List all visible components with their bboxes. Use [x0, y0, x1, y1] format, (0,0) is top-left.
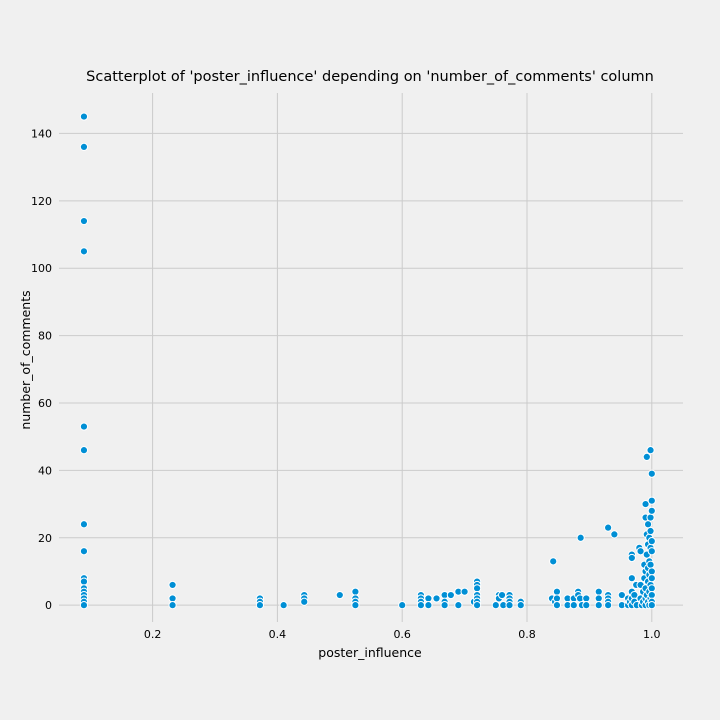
y-tick-label: 20 [38, 532, 52, 545]
y-tick-label: 120 [31, 195, 52, 208]
scatter-point [604, 601, 613, 610]
scatter-point [647, 567, 656, 576]
scatter-point [398, 601, 407, 610]
scatter-point [643, 520, 653, 529]
scatter-point [79, 422, 89, 431]
scatter-point [576, 533, 585, 542]
scatter-point [79, 112, 89, 121]
y-axis-label: number_of_comments [18, 290, 33, 429]
y-tick-label: 60 [38, 397, 52, 410]
scatter-point [472, 601, 482, 610]
scatter-point [647, 601, 656, 610]
scatter-point [351, 601, 360, 610]
scatter-point [79, 577, 89, 586]
scatter-point [416, 601, 426, 610]
y-tick-label: 140 [31, 127, 52, 140]
scatter-point [491, 601, 500, 610]
scatter-point [460, 587, 469, 596]
scatter-point [647, 506, 656, 515]
scatter-point [300, 597, 309, 606]
scatter-point [646, 560, 655, 569]
scatter-point [168, 601, 177, 610]
x-axis-label: poster_influence [318, 645, 422, 660]
x-tick-label: 1.0 [643, 628, 661, 641]
scatter-point [646, 513, 655, 522]
scatter-point [432, 594, 441, 603]
scatter-point [604, 523, 613, 532]
x-tick-label: 0.8 [518, 628, 536, 641]
ticks-layer: 0.2 0.4 0.6 0.8 1.0 0 20 40 60 80 100 120 140 [31, 127, 661, 641]
scatter-point [582, 594, 591, 603]
scatter-point [79, 446, 89, 455]
scatter-point [610, 530, 619, 539]
scatter-point [505, 601, 514, 610]
scatter-point [582, 601, 591, 610]
scatter-point [642, 452, 651, 461]
scatter-point [647, 590, 656, 600]
scatter-point [424, 594, 433, 603]
grid-layer [59, 93, 683, 622]
x-tick-label: 0.6 [393, 628, 411, 641]
points-layer [79, 112, 656, 610]
scatter-point [641, 499, 650, 509]
chart-title: Scatterplot of 'poster_influence' depend… [86, 69, 654, 85]
scatter-point [627, 553, 636, 563]
scatter-point [424, 601, 433, 610]
scatter-point [516, 601, 525, 610]
scatter-point [647, 496, 656, 505]
y-tick-label: 100 [31, 262, 52, 275]
scatter-point [594, 587, 603, 596]
scatter-point [646, 526, 655, 536]
scatter-point [279, 601, 288, 610]
y-tick-label: 40 [38, 464, 52, 477]
y-tick-label: 80 [38, 330, 52, 343]
scatter-point [168, 580, 177, 590]
scatter-point [647, 547, 656, 556]
scatter-point [351, 587, 360, 596]
scatter-point [497, 590, 507, 600]
x-tick-label: 0.4 [269, 628, 287, 641]
scatter-point [255, 601, 265, 610]
scatter-point [79, 247, 89, 256]
scatter-point [647, 537, 656, 546]
x-tick-label: 0.2 [144, 628, 162, 641]
scatter-point [79, 520, 89, 529]
scatter-point [594, 594, 603, 603]
scatter-point [594, 601, 603, 610]
scatter-point [552, 601, 562, 610]
scatter-point [472, 584, 482, 593]
scatter-point [454, 601, 463, 610]
scatter-point [440, 601, 449, 610]
scatter-point [627, 574, 636, 583]
scatter-point [79, 216, 89, 226]
scatter-point [636, 547, 645, 556]
scatter-point [79, 142, 89, 152]
scatter-point [79, 547, 89, 556]
y-tick-label: 0 [45, 599, 52, 612]
scatter-point [79, 601, 89, 610]
scatter-point [647, 584, 656, 593]
scatter-point [646, 446, 655, 455]
scatter-point [617, 590, 626, 600]
scatter-point [647, 469, 656, 478]
scatter-point [552, 594, 562, 603]
scatter-point [569, 601, 578, 610]
scatter-point [446, 590, 455, 600]
scatter-point [647, 574, 656, 583]
scatter-point [168, 594, 177, 603]
scatter-point [335, 590, 344, 600]
scatter-point [549, 557, 558, 566]
scatter-point [552, 587, 562, 596]
